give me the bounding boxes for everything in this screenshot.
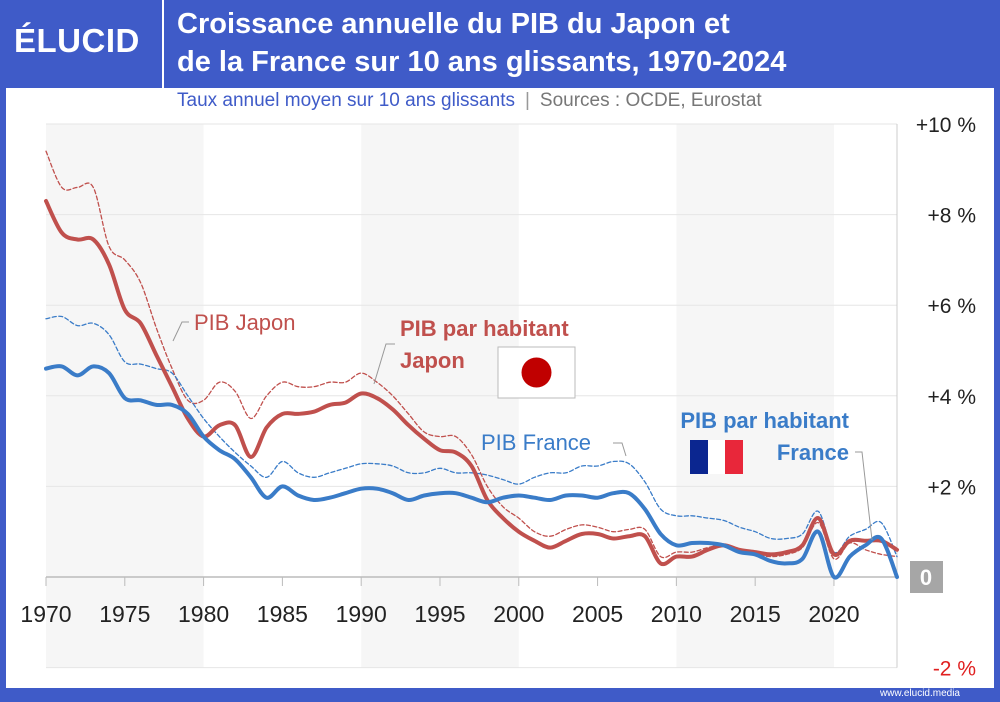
series-line-pib-par-habitant-japon bbox=[44, 199, 899, 567]
x-tick-label: 2020 bbox=[808, 601, 859, 627]
leader-pib-habitant-france bbox=[855, 451, 873, 541]
footer-url[interactable]: www.elucid.media bbox=[879, 688, 960, 699]
france-flag-blue bbox=[690, 440, 708, 474]
x-tick-label: 1995 bbox=[414, 601, 465, 627]
france-flag-red bbox=[725, 440, 743, 474]
x-tick-label: 1980 bbox=[178, 601, 229, 627]
subtitle-separator: | bbox=[524, 90, 530, 111]
y-tick-label: +6 % bbox=[928, 295, 976, 318]
y-tick-label: +4 % bbox=[928, 386, 976, 409]
label-pib-habitant-japon: PIB par habitant bbox=[400, 316, 569, 341]
x-tick-label: 2015 bbox=[730, 601, 781, 627]
y-tick-label: +10 % bbox=[916, 114, 976, 137]
label-pib-habitant-japon-2: Japon bbox=[400, 348, 465, 373]
france-flag-white bbox=[708, 440, 725, 474]
title-line-2: de la France sur 10 ans glissants, 1970-… bbox=[177, 46, 787, 78]
label-pib-japon: PIB Japon bbox=[194, 310, 296, 335]
subtitle-text: Taux annuel moyen sur 10 ans glissants bbox=[177, 90, 515, 111]
japan-flag-disc bbox=[521, 357, 552, 388]
y-tick-label: +8 % bbox=[928, 205, 976, 228]
y-tick-label: +2 % bbox=[928, 476, 976, 499]
chart-title: Croissance annuelle du PIB du Japon et d… bbox=[177, 5, 786, 81]
label-pib-habitant-france: PIB par habitant bbox=[680, 408, 849, 433]
leader-pib-japon bbox=[172, 321, 189, 342]
logo: ÉLUCID bbox=[14, 22, 140, 59]
x-tick-label: 2005 bbox=[572, 601, 623, 627]
title-line-1: Croissance annuelle du PIB du Japon et bbox=[177, 8, 730, 40]
subtitle: Taux annuel moyen sur 10 ans glissants | S… bbox=[177, 90, 762, 112]
series-line-pib-par-habitant-france bbox=[44, 364, 899, 580]
leader-pib-habitant-japon bbox=[373, 343, 395, 385]
x-tick-label: 1990 bbox=[336, 601, 387, 627]
x-tick-label: 1985 bbox=[257, 601, 308, 627]
y-tick-label: -2 % bbox=[933, 658, 976, 681]
label-pib-habitant-france-2: France bbox=[777, 440, 849, 465]
series-line-pib-france bbox=[45, 315, 898, 558]
x-tick-label: 1975 bbox=[99, 601, 150, 627]
x-tick-label: 2000 bbox=[493, 601, 544, 627]
leader-pib-france bbox=[613, 442, 627, 457]
header-divider bbox=[162, 0, 164, 88]
zero-badge bbox=[910, 561, 943, 593]
y-tick-label: 0 bbox=[920, 565, 932, 590]
label-pib-france: PIB France bbox=[481, 430, 591, 455]
sources: Sources : OCDE, Eurostat bbox=[539, 90, 762, 111]
x-tick-label: 2010 bbox=[651, 601, 702, 627]
x-tick-label: 1970 bbox=[20, 601, 71, 627]
